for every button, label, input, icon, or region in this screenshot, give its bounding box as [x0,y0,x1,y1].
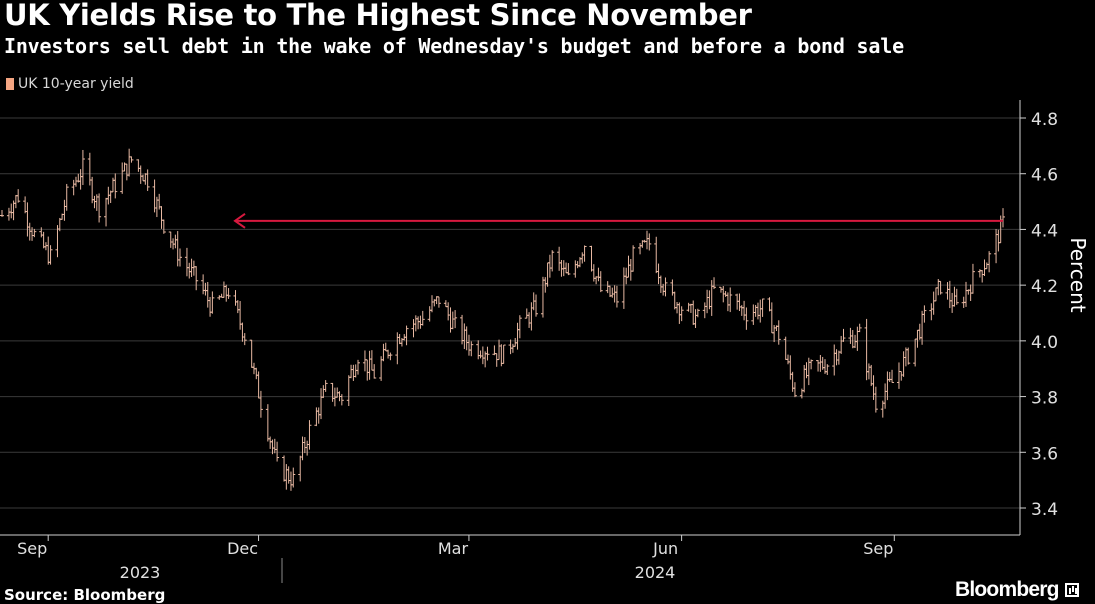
brand-logo: Bloomberg [955,578,1079,602]
series-uk-10y [0,148,1005,491]
year-label: 2024 [635,563,676,582]
y-tick-label: 4.4 [1031,221,1058,241]
axes: 4.8 4.6 4.4 4.2 4.0 3.8 3.6 3.4 Percent Sep Dec Mar… [0,100,1090,583]
chart-subtitle: Investors sell debt in the wake of Wedne… [4,34,904,58]
y-tick-label: 3.4 [1031,500,1058,520]
source-note: Source: Bloomberg [4,586,166,604]
y-tick-label: 3.8 [1031,389,1058,409]
y-tick-label: 4.8 [1031,110,1058,130]
year-label: 2023 [120,563,161,582]
x-tick-label: Mar [438,539,469,558]
y-tick-label: 4.6 [1031,166,1058,186]
annotations [233,213,1003,229]
grid [0,117,1020,509]
x-tick-label: Sep [863,539,893,558]
x-tick-label: Sep [17,539,47,558]
chart-title: UK Yields Rise to The Highest Since Nove… [4,0,752,32]
y-axis-label: Percent [1066,237,1090,312]
brand-icon [1064,583,1079,597]
y-tick-label: 4.0 [1031,333,1058,353]
x-tick-label: Dec [227,539,258,558]
y-tick-label: 4.2 [1031,277,1058,297]
brand-text: Bloomberg [955,578,1059,601]
x-tick-label: Jun [652,539,678,558]
legend: UK 10-year yield [6,76,134,92]
y-tick-label: 3.6 [1031,444,1058,464]
legend-swatch [6,78,14,90]
legend-label: UK 10-year yield [18,76,134,92]
arrow-head [233,213,246,229]
